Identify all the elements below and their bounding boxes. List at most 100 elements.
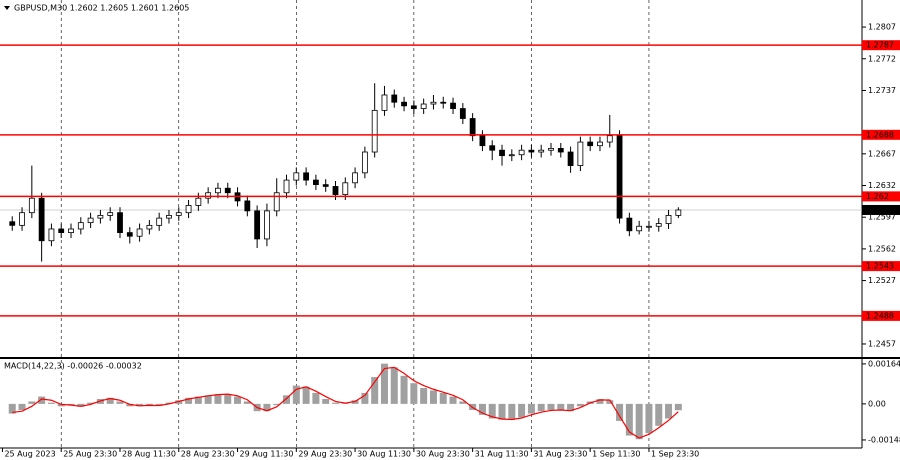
- macd-bar: [331, 402, 339, 404]
- candle-body: [636, 225, 643, 232]
- candle-body: [538, 149, 545, 153]
- candle-body: [87, 217, 94, 224]
- candle-body: [185, 205, 192, 214]
- macd-bar: [243, 401, 251, 404]
- macd-bar: [429, 390, 437, 404]
- candle-body: [156, 217, 163, 226]
- level-label-bg: [862, 129, 900, 140]
- x-tick-label: 1 Sep 11:30: [592, 450, 640, 459]
- candle-body: [293, 172, 300, 181]
- macd-bar: [67, 403, 75, 406]
- macd-bar: [655, 403, 663, 426]
- macd-bar: [292, 385, 300, 404]
- candle-body: [224, 187, 231, 194]
- level-label: 1.2688: [866, 130, 894, 139]
- macd-bar: [194, 396, 202, 404]
- y-tick-label: 1.2597: [868, 213, 896, 222]
- macd-bar: [126, 403, 134, 407]
- candle-body: [19, 212, 25, 226]
- level-label-bg: [862, 191, 900, 202]
- candle-body: [107, 212, 114, 216]
- x-tick-label: 1 Sep 23:30: [651, 450, 699, 459]
- candle-body: [215, 187, 221, 194]
- candle-body: [518, 149, 525, 156]
- macd-bar: [214, 394, 222, 404]
- macd-bar: [576, 403, 584, 407]
- macd-bar: [380, 363, 388, 404]
- macd-bar: [18, 403, 26, 410]
- y-tick-label: 1.2667: [868, 149, 896, 158]
- candle-body: [342, 182, 349, 195]
- candle-body: [9, 221, 16, 226]
- x-tick-label: 30 Aug 23:30: [416, 450, 470, 459]
- candle-body: [136, 228, 143, 237]
- level-label: 1.2787: [866, 41, 894, 50]
- candle-body: [273, 192, 280, 212]
- macd-bar: [273, 403, 281, 406]
- candle-body: [489, 145, 496, 151]
- candle-body: [175, 212, 182, 216]
- macd-bar: [77, 403, 85, 407]
- candle-body: [146, 224, 153, 230]
- macd-bar: [116, 401, 124, 404]
- level-label-bg: [862, 310, 900, 321]
- macd-bar: [508, 403, 516, 420]
- x-tick-label: 28 Aug 11:30: [122, 450, 176, 459]
- candle-body: [205, 192, 212, 199]
- menu-arrow: [4, 6, 10, 10]
- candle-body: [577, 141, 584, 166]
- macd-bar: [87, 402, 95, 404]
- macd-bar: [312, 392, 320, 404]
- macd-bar: [38, 396, 46, 404]
- macd-bar: [155, 403, 163, 406]
- candle-body: [675, 209, 682, 216]
- y-tick-label: 1.2457: [868, 339, 896, 348]
- candle-body: [361, 151, 368, 174]
- macd-bar: [322, 399, 330, 404]
- candle-body: [548, 147, 554, 151]
- candle-body: [508, 154, 515, 157]
- macd-bar: [665, 403, 673, 419]
- candle-body: [597, 141, 603, 147]
- x-tick-label: 28 Aug 23:30: [181, 450, 235, 459]
- y-tick-label: 1.2562: [868, 244, 896, 253]
- candle-body: [459, 108, 466, 119]
- candle-body: [469, 118, 476, 137]
- candle-body: [77, 222, 84, 230]
- candle-body: [391, 94, 398, 103]
- macd-bar: [283, 395, 291, 404]
- candle-body: [48, 228, 55, 242]
- candle-body: [410, 105, 417, 109]
- candle-body: [420, 103, 427, 109]
- candle-body: [626, 217, 633, 232]
- candle-body: [313, 179, 319, 186]
- level-label-bg: [862, 261, 900, 272]
- level-label: 1.2488: [866, 311, 894, 320]
- candle-body: [322, 184, 329, 187]
- macd-bar: [47, 402, 55, 404]
- level-label: 1.2543: [866, 262, 894, 271]
- candle-body: [528, 149, 535, 153]
- level-label: 1.262: [866, 192, 889, 201]
- y-tick-label: 0.00: [868, 399, 886, 408]
- y-tick-label: -0.00148: [868, 435, 900, 444]
- candle-body: [606, 135, 613, 143]
- macd-bar: [527, 403, 535, 414]
- macd-bar: [420, 388, 428, 404]
- macd-bar: [371, 377, 379, 404]
- candle-body: [126, 232, 133, 237]
- macd-title: MACD(14,22,3) -0.00026 -0.00032: [4, 362, 142, 371]
- macd-bar: [136, 403, 144, 407]
- candle-body: [479, 135, 486, 147]
- candle-body: [557, 147, 564, 153]
- macd-bar: [439, 392, 447, 404]
- y-tick-label: 1.2737: [868, 86, 896, 95]
- macd-bar: [351, 400, 359, 404]
- macd-bar: [606, 400, 614, 404]
- x-tick-label: 30 Aug 11:30: [357, 450, 411, 459]
- macd-bar: [361, 392, 369, 404]
- candle-body: [97, 214, 104, 219]
- x-tick-label: 31 Aug 23:30: [533, 450, 587, 459]
- y-tick-label: 1.2527: [868, 276, 896, 285]
